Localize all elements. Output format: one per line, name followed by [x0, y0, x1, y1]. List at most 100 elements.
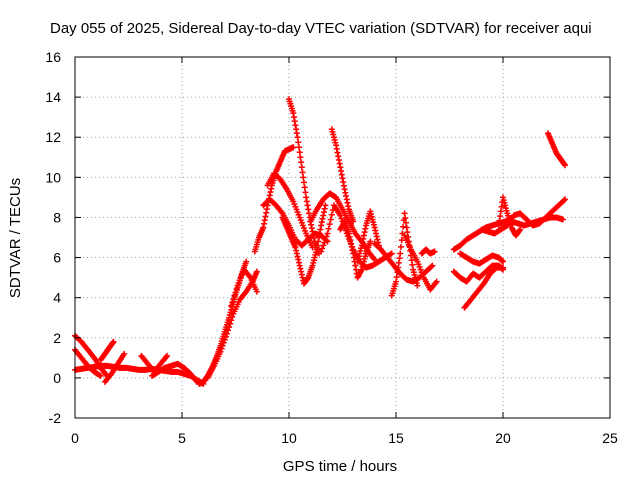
data-point: [220, 339, 227, 346]
x-tick-label: 5: [178, 430, 186, 446]
plot-border: [74, 56, 611, 419]
data-point: [97, 372, 104, 379]
data-point: [300, 174, 307, 181]
data-point: [164, 352, 171, 359]
data-point: [562, 196, 569, 203]
series-sat-e: [101, 350, 128, 385]
series-sat-x: [418, 246, 438, 257]
series-sat-ab: [461, 264, 506, 311]
x-tick-label: 25: [602, 430, 618, 446]
data-point: [228, 302, 235, 309]
y-tick-label: 14: [45, 89, 61, 105]
series-sat-t: [354, 208, 382, 265]
data-point: [320, 242, 327, 249]
x-tick-label: 10: [281, 430, 297, 446]
data-point: [298, 164, 305, 171]
data-point: [296, 149, 303, 156]
data-point: [319, 245, 326, 252]
y-axis-label: SDTVAR / TECUs: [7, 178, 24, 298]
y-tick-label: 0: [53, 370, 61, 386]
grid-lines: [75, 57, 610, 418]
data-point: [301, 184, 308, 191]
data-point: [299, 169, 306, 176]
data-point: [433, 278, 440, 285]
x-axis-label: GPS time / hours: [283, 458, 397, 475]
data-point: [227, 320, 234, 327]
data-point: [229, 314, 236, 321]
y-tick-label: 6: [53, 250, 61, 266]
data-point: [223, 330, 230, 337]
data-point: [428, 263, 435, 270]
x-tick-label: 20: [495, 430, 511, 446]
series-sat-q: [328, 126, 357, 225]
data-point: [367, 238, 374, 245]
axis-ticks: 0 5 10 15 20 25 -2 0 2 4 6 8 10 12 14 16: [45, 49, 618, 446]
series-sat-d: [97, 338, 117, 363]
data-point: [218, 345, 225, 352]
data-point: [290, 144, 297, 151]
data-point: [295, 144, 302, 151]
y-tick-label: 10: [45, 169, 61, 185]
y-tick-label: 12: [45, 129, 61, 145]
chart-title: Day 055 of 2025, Sidereal Day-to-day VTE…: [50, 20, 592, 37]
data-point: [500, 264, 506, 271]
data-point: [562, 162, 569, 169]
x-tick-label: 15: [388, 430, 404, 446]
data-point: [323, 233, 330, 240]
series-sat-g: [149, 360, 200, 385]
series-sat-i: [204, 268, 260, 381]
y-tick-label: -2: [49, 410, 62, 426]
data-point: [233, 285, 240, 292]
y-tick-label: 16: [45, 49, 61, 65]
data-point: [110, 338, 117, 345]
data-point: [500, 258, 506, 265]
series-sat-ad: [495, 194, 524, 239]
data-point: [321, 239, 328, 246]
series-sat-o: [279, 202, 329, 287]
data-point: [559, 216, 566, 223]
data-point: [322, 202, 329, 209]
series-sat-ae: [544, 130, 569, 169]
data-point: [517, 226, 524, 233]
series-sat-aa: [457, 250, 506, 267]
data-point: [326, 221, 333, 228]
data-point: [338, 215, 345, 222]
series-sat-k: [251, 144, 297, 255]
data-point: [222, 333, 229, 340]
data-point: [229, 299, 236, 306]
series-sat-l: [264, 170, 316, 251]
data-point: [230, 296, 237, 303]
data-point: [297, 154, 304, 161]
data-point: [327, 216, 334, 223]
data-point: [324, 230, 331, 237]
x-tick-label: 0: [71, 430, 79, 446]
data-point: [221, 336, 228, 343]
data-point: [294, 134, 301, 141]
data-point: [397, 243, 404, 250]
data-point: [253, 288, 260, 295]
data-point: [298, 159, 305, 166]
y-tick-label: 4: [53, 290, 61, 306]
data-points: [72, 96, 569, 387]
series-sat-w: [401, 232, 440, 293]
y-tick-label: 2: [53, 330, 61, 346]
data-point: [300, 179, 307, 186]
data-point: [217, 348, 224, 355]
data-point: [328, 211, 335, 218]
data-point: [302, 189, 309, 196]
data-point: [226, 324, 233, 331]
data-point: [231, 292, 238, 299]
series-sat-j: [228, 266, 260, 309]
data-point: [253, 268, 260, 275]
series-sat-ac: [478, 196, 569, 237]
data-point: [318, 248, 325, 255]
y-tick-label: 8: [53, 209, 61, 225]
data-point: [560, 197, 567, 204]
data-point: [219, 342, 226, 349]
data-point: [431, 248, 438, 255]
series-sat-n: [286, 96, 322, 257]
data-point: [337, 212, 344, 219]
data-point: [322, 236, 329, 243]
